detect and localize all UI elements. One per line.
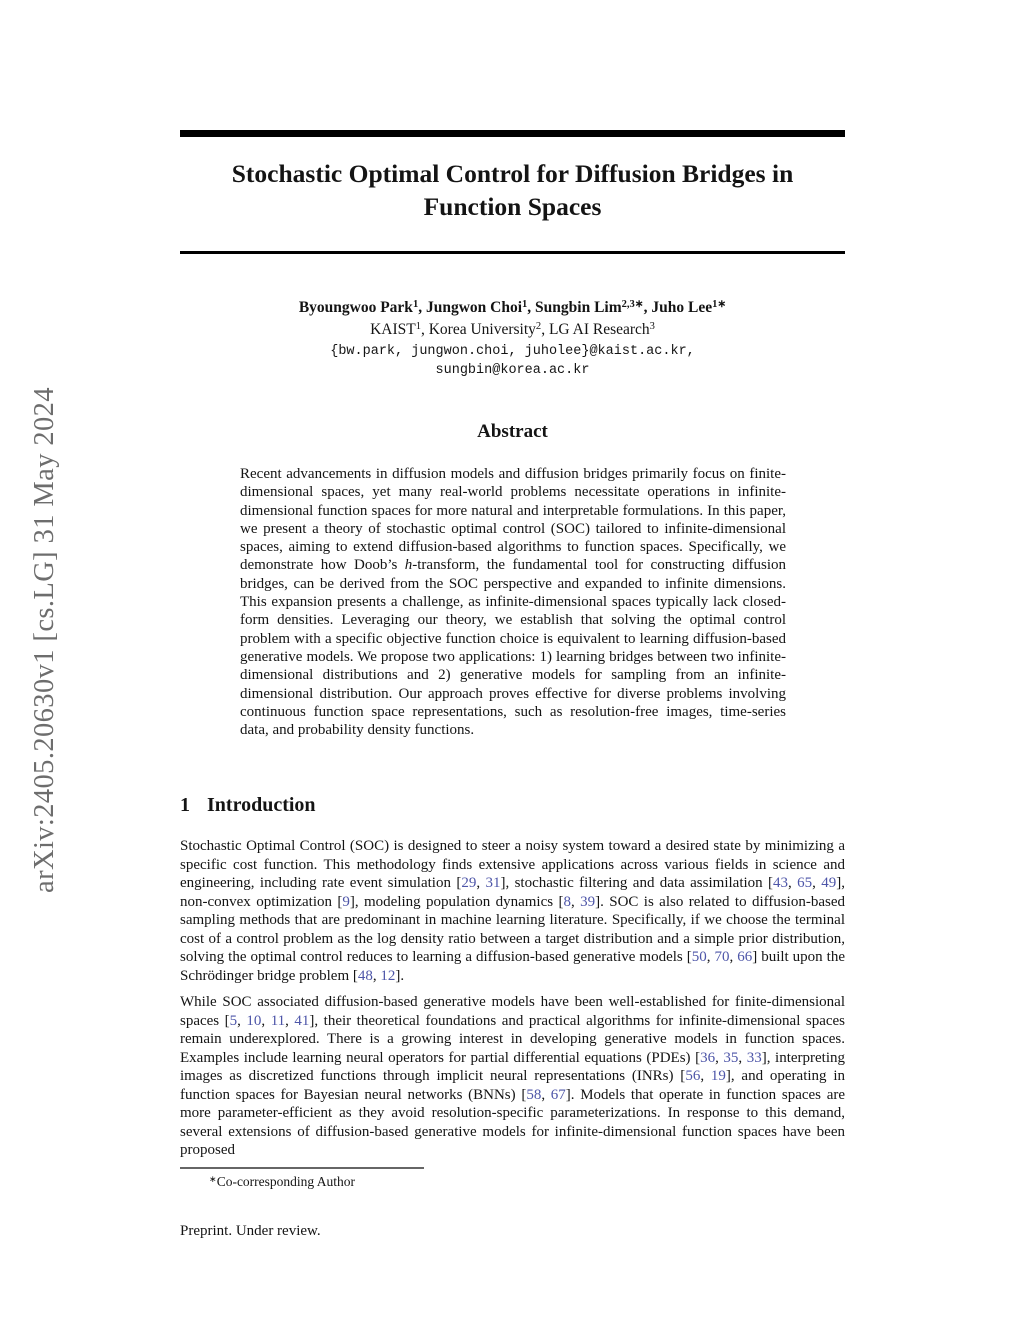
citation-link[interactable]: 11 [270,1012,286,1029]
text-run: , [706,949,715,965]
section-title: Introduction [207,794,316,816]
citation-link[interactable]: 50 [691,949,707,965]
footnote-rule [180,1167,424,1169]
title-rule-top [180,130,845,137]
text-run: Recent advancements in diffusion models … [240,466,786,574]
citation-link[interactable]: 31 [485,875,501,891]
paper-title-line1: Stochastic Optimal Control for Diffusion… [231,159,794,188]
text-run: 1 [412,299,419,311]
citation-link[interactable]: 29 [461,875,477,891]
text-run: , [812,875,822,891]
text-run: , [237,1012,247,1029]
paper-title-line2: Function Spaces [423,192,602,221]
citation-link[interactable]: 41 [294,1012,310,1029]
text-run: 2,3∗ [621,299,644,311]
text-run: ], interpreting images as discretized fu… [180,1049,846,1085]
text-run: , [700,1068,711,1084]
citation-link[interactable]: 67 [550,1086,566,1103]
text-run: , Korea University [420,321,536,338]
intro-paragraph-2: While SOC associated diffusion-based gen… [180,993,845,1160]
text-run: 3 [649,321,655,333]
text-run: ]. [395,967,405,984]
text-run: Co-corresponding Author [216,1174,356,1189]
text-run: , [738,1049,747,1066]
citation-link[interactable]: 43 [773,875,789,891]
paper-title: Stochastic Optimal Control for Diffusion… [180,157,845,223]
text-run: ], their theoretical foundations and pra… [180,1012,846,1066]
author-block: Byoungwoo Park1, Jungwon Choi1, Sungbin … [180,297,845,380]
text-run: h [404,557,413,574]
text-run: , [372,967,381,984]
text-run: , [729,949,738,965]
text-run: ∗ [209,1173,217,1184]
arxiv-sidebar-stamp: arXiv:2405.20630v1 [cs.LG] 31 May 2024 [29,387,60,893]
intro-paragraph-1: Stochastic Optimal Control (SOC) is desi… [180,837,845,985]
citation-link[interactable]: 65 [797,875,813,891]
text-run: , Juho Lee [643,299,713,316]
title-rule-bottom [180,251,845,254]
text-run: KAIST [370,321,416,338]
author-emails-line2: sungbin@korea.ac.kr [435,363,590,378]
citation-link[interactable]: 10 [246,1012,262,1029]
text-run: , [715,1049,724,1066]
citation-link[interactable]: 56 [685,1068,701,1084]
citation-link[interactable]: 19 [710,1068,726,1084]
text-run: ] built upon the Schrödinger bridge prob… [180,949,845,984]
citation-link[interactable]: 66 [737,949,753,965]
text-run: Byoungwoo Park [298,299,413,316]
text-run: , Sungbin Lim [527,299,622,316]
text-run: , [476,875,486,891]
text-run: , [570,893,581,910]
author-names: Byoungwoo Park1, Jungwon Choi1, Sungbin … [180,297,845,320]
citation-link[interactable]: 8 [563,893,571,910]
citation-link[interactable]: 5 [229,1012,238,1029]
citation-link[interactable]: 35 [723,1049,739,1066]
abstract-heading: Abstract [477,421,548,442]
text-run: 1 [415,321,421,333]
citation-link[interactable]: 48 [357,967,373,984]
author-emails-line1: {bw.park, jungwon.choi, juholee}@kaist.a… [330,344,695,359]
preprint-status-note: Preprint. Under review. [180,1223,321,1239]
citation-link[interactable]: 36 [700,1049,716,1066]
text-run: , [285,1012,295,1029]
citation-link[interactable]: 49 [821,875,837,891]
text-run: Stochastic Optimal Control (SOC) is desi… [180,838,845,891]
section-number: 1 [180,794,190,816]
text-run: ], and operating in function spaces for … [180,1068,846,1103]
text-run: 1 [522,299,528,311]
text-run: , [541,1086,551,1103]
text-run: 2 [535,321,542,333]
text-run: ], non-convex optimization [ [180,875,846,910]
section-heading-introduction: 1 Introduction [180,794,316,817]
text-run: , LG AI Research [541,321,650,338]
citation-link[interactable]: 33 [746,1049,762,1066]
text-run: ]. SOC is also related to diffusion-base… [180,893,845,966]
citation-link[interactable]: 12 [380,967,396,984]
text-run: ], modeling population dynamics [ [349,893,564,910]
text-run: While SOC associated diffusion-based gen… [180,994,845,1029]
text-run: , [788,875,798,891]
citation-link[interactable]: 58 [526,1086,542,1103]
text-run: ], stochastic filtering and data assimil… [500,875,774,891]
text-run: -transform, the fundamental tool for con… [240,557,786,739]
citation-link[interactable]: 39 [580,893,596,910]
citation-link[interactable]: 70 [714,949,730,965]
text-run: , Jungwon Choi [418,299,523,316]
text-run: 1∗ [712,299,727,311]
text-run: ]. Models that operate in function space… [180,1086,845,1159]
author-affiliations: KAIST1, Korea University2, LG AI Researc… [180,320,845,342]
abstract-body: Recent advancements in diffusion models … [240,465,786,739]
text-run: , [261,1012,271,1029]
citation-link[interactable]: 9 [342,893,350,910]
footnote-co-corresponding: ∗Co-corresponding Author [180,1174,845,1190]
